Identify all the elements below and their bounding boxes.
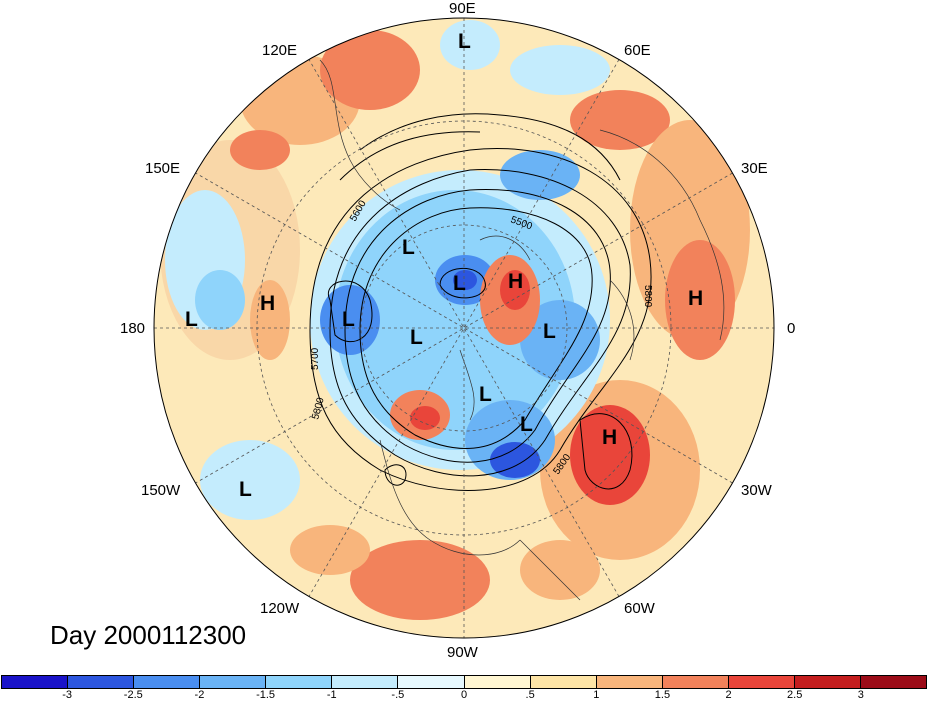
lon-label-90w: 90W (447, 644, 478, 661)
colorbar-tick-label: 1 (593, 689, 600, 701)
high-center: H (602, 426, 618, 449)
lon-label-120e: 120E (262, 42, 298, 59)
lon-label-150e: 150E (145, 160, 181, 177)
contour-label-5800-b: 5800 (642, 285, 653, 308)
colorbar-segment (596, 676, 663, 688)
colorbar-segment (200, 676, 267, 688)
lon-label-60e: 60E (624, 42, 651, 59)
colorbar-segment (530, 676, 597, 688)
colorbar-tick-label: -3 (62, 689, 73, 701)
contour-label-5700: 5700 (310, 347, 321, 370)
lon-label-180: 180 (120, 320, 146, 337)
low-center: L (479, 383, 492, 406)
low-center: L (520, 413, 533, 436)
lon-label-30w: 30W (741, 482, 772, 499)
anomaly-shading (160, 20, 750, 620)
lon-label-0: 0 (787, 320, 796, 337)
colorbar-tick-label: .5 (525, 689, 535, 701)
lon-label-60w: 60W (624, 600, 655, 617)
colorbar-segment (266, 676, 333, 688)
colorbar-segment (662, 676, 729, 688)
colorbar-tick-label: -1 (326, 689, 337, 701)
colorbar-segment (134, 676, 201, 688)
map-boundary (153, 17, 775, 639)
high-center: H (688, 287, 704, 310)
low-center: L (185, 308, 198, 331)
lat-lon-grid (154, 18, 774, 638)
low-center: L (410, 326, 423, 349)
colorbar-segment (332, 676, 399, 688)
low-center: L (543, 320, 556, 343)
colorbar-tick-label: -1.5 (256, 689, 276, 701)
colorbar-tick-label: -2.5 (123, 689, 143, 701)
colorbar-segment (398, 676, 465, 688)
colorbar-segment (861, 676, 927, 688)
lon-label-120w: 120W (260, 600, 300, 617)
colorbar (1, 675, 927, 689)
colorbar-tick-label: 2 (725, 689, 732, 701)
low-center: L (453, 272, 466, 295)
colorbar-tick-label: 1.5 (654, 689, 671, 701)
colorbar-segment (728, 676, 795, 688)
lon-label-30e: 30E (741, 160, 768, 177)
height-contours (309, 113, 652, 491)
colorbar-segment (464, 676, 531, 688)
colorbar-tick-label: -2 (194, 689, 205, 701)
colorbar-segment (2, 676, 69, 688)
low-center: L (239, 478, 252, 501)
coastlines (319, 59, 725, 601)
colorbar-segment (68, 676, 135, 688)
polar-map: 5500 5600 5700 5800 5800 5800 5800 (153, 17, 775, 639)
low-center: L (342, 308, 355, 331)
map-title: Day 2000112300 (50, 620, 247, 650)
colorbar-tick-label: -.5 (391, 689, 405, 701)
low-center: L (458, 30, 471, 53)
colorbar-tick-label: 2.5 (787, 689, 803, 701)
low-center: L (402, 236, 415, 259)
high-center: H (508, 270, 524, 293)
high-center: H (260, 292, 276, 315)
colorbar-segment (794, 676, 862, 688)
lon-label-150w: 150W (141, 482, 181, 499)
colorbar-tick-label: 3 (857, 689, 864, 701)
lon-label-90e: 90E (449, 0, 476, 17)
colorbar-tick-label: 0 (460, 689, 468, 701)
